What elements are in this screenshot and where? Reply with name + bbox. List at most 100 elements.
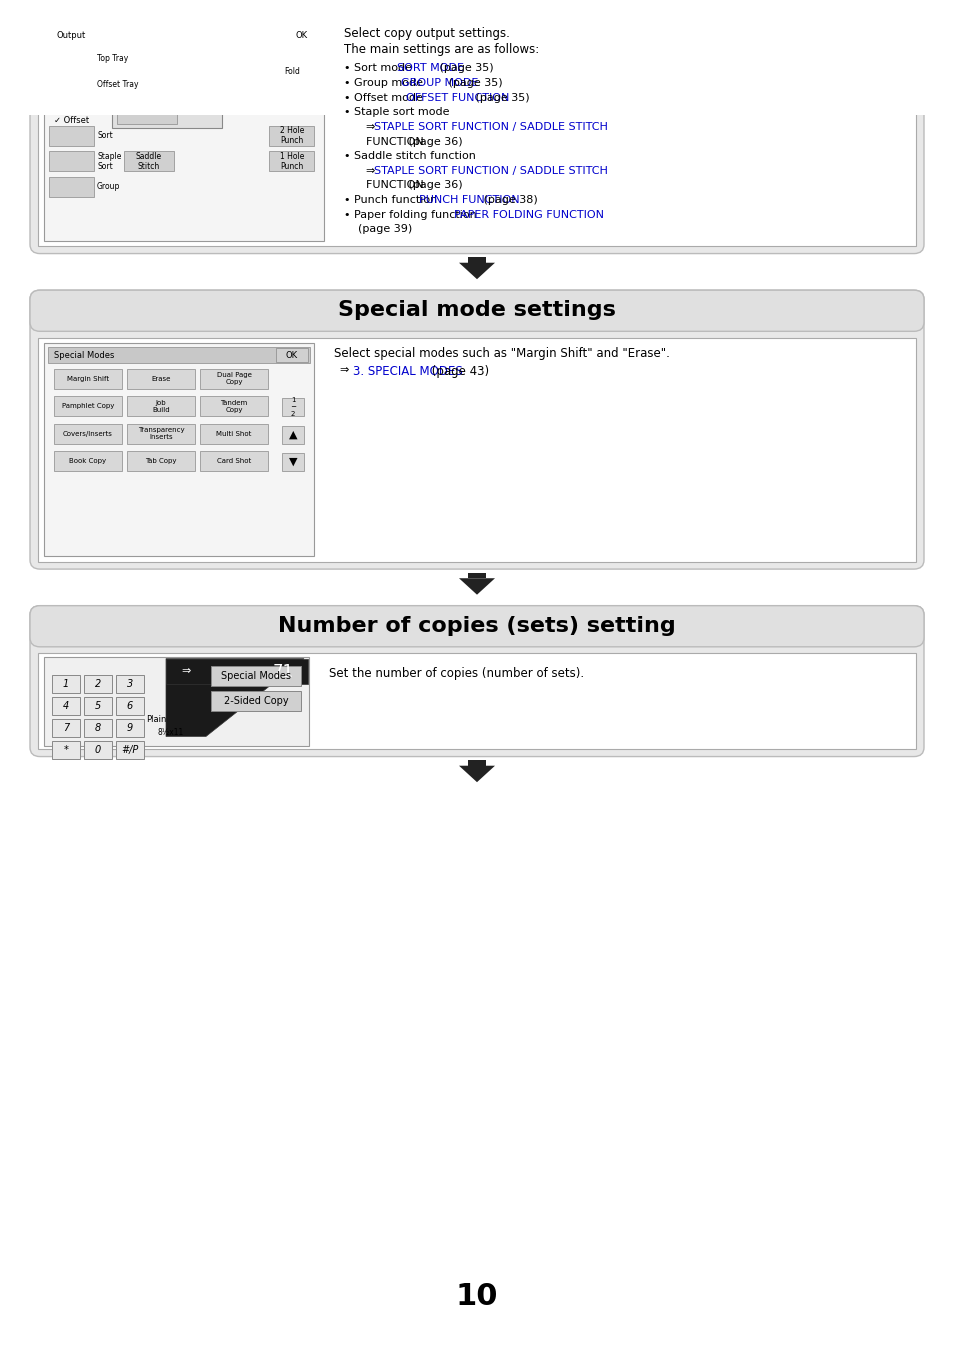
Polygon shape [458,262,495,280]
Bar [49,74,94,95]
Text: Select special modes such as "Margin Shift" and "Erase".: Select special modes such as "Margin Shi… [334,347,669,359]
Text: 3. SPECIAL MODES: 3. SPECIAL MODES [353,365,462,378]
Text: Staple
Sort: Staple Sort [97,151,121,172]
Text: *: * [64,746,69,755]
Text: GROUP MODE: GROUP MODE [401,78,478,88]
Text: PAPER FOLDING FUNCTION: PAPER FOLDING FUNCTION [454,209,603,220]
Bar [49,177,94,197]
Text: 4: 4 [63,701,69,711]
Text: Job
Build: Job Build [152,400,170,413]
Text: ▲: ▲ [289,430,297,439]
Bar [124,151,173,172]
Text: • Punch function: • Punch function [344,195,440,205]
Text: ⇒: ⇒ [338,365,348,376]
Bar [200,451,268,471]
Bar [127,369,194,389]
Text: Pamphlet Copy: Pamphlet Copy [62,404,114,409]
Text: Card Shot: Card Shot [216,458,251,465]
Text: • Paper folding function: • Paper folding function [344,209,479,220]
Text: 1
─
2: 1 ─ 2 [291,397,294,417]
Bar [116,697,144,716]
Text: Group: Group [97,182,120,192]
Text: Plain: Plain [146,716,166,724]
Text: • Saddle stitch function: • Saddle stitch function [344,151,476,161]
Text: Sort: Sort [97,131,112,141]
Text: 6: 6 [127,701,133,711]
Text: 10: 10 [456,1282,497,1310]
Bar [200,369,268,389]
Text: Transparency
Inserts: Transparency Inserts [137,427,184,440]
Text: (page 35): (page 35) [471,93,529,103]
Text: ⇒: ⇒ [352,166,375,176]
Bar [84,740,112,759]
Text: ✓ Offset: ✓ Offset [54,116,89,126]
Text: Number of copies (sets) setting: Number of copies (sets) setting [278,616,675,636]
Text: Special Modes: Special Modes [54,351,114,359]
Bar [48,347,310,363]
Text: 2 Hole
Punch: 2 Hole Punch [279,126,304,146]
Text: Special mode settings: Special mode settings [337,300,616,320]
Text: Erase: Erase [152,376,171,382]
Text: Dual Page
Copy: Dual Page Copy [216,373,252,385]
Text: Book Copy: Book Copy [70,458,107,465]
Bar [211,690,301,711]
Bar [52,676,80,693]
Text: 3: 3 [127,680,133,689]
Text: 2-Sided Copy: 2-Sided Copy [223,696,288,705]
Text: #/P: #/P [121,746,138,755]
Text: Set the number of copies (number of sets).: Set the number of copies (number of sets… [329,667,583,680]
Bar [166,659,308,685]
Text: Margin Shift: Margin Shift [67,376,109,382]
Text: 71: 71 [273,662,294,681]
Text: Special Modes: Special Modes [221,671,291,681]
Text: OK: OK [295,31,308,39]
Bar [127,424,194,443]
Text: (page 36): (page 36) [404,136,462,146]
Text: ⇒: ⇒ [181,666,191,677]
Bar [116,740,144,759]
Text: • Group mode: • Group mode [344,78,426,88]
Text: FUNCTION: FUNCTION [352,181,423,190]
Text: Select copy output settings.: Select copy output settings. [344,27,509,39]
Bar [211,666,301,686]
Text: 2: 2 [94,680,101,689]
Text: 0: 0 [94,746,101,755]
FancyBboxPatch shape [30,0,923,11]
Text: FUNCTION: FUNCTION [352,136,423,146]
Text: Output: Output [56,31,85,39]
Text: The main settings are as follows:: The main settings are as follows: [344,43,538,57]
Bar [54,424,122,443]
Bar [49,126,94,146]
Bar [44,657,309,746]
Bar [54,369,122,389]
Text: PUNCH FUNCTION: PUNCH FUNCTION [418,195,518,205]
Bar [282,399,304,416]
Text: STAPLE SORT FUNCTION / SADDLE STITCH: STAPLE SORT FUNCTION / SADDLE STITCH [374,122,607,132]
Text: Tab Copy: Tab Copy [145,458,176,465]
Bar [52,719,80,738]
Bar [48,27,319,43]
Bar [54,451,122,471]
Polygon shape [458,766,495,782]
Bar [54,396,122,416]
Text: 1 Hole
Punch: 1 Hole Punch [279,151,304,172]
Bar [200,424,268,443]
Bar [127,451,194,471]
Bar [282,426,304,443]
FancyBboxPatch shape [30,0,923,254]
Bar [38,18,915,246]
Text: ⇒: ⇒ [352,122,375,132]
Bar [52,740,80,759]
FancyBboxPatch shape [30,290,923,569]
FancyBboxPatch shape [30,605,923,757]
Bar [468,573,485,578]
Text: • Sort mode: • Sort mode [344,63,416,73]
FancyBboxPatch shape [30,605,923,647]
Bar [180,73,214,109]
Text: Covers/Inserts: Covers/Inserts [63,431,112,436]
Bar [127,396,194,416]
Polygon shape [166,659,304,736]
Bar [468,761,485,766]
Text: SORT MODE: SORT MODE [396,63,463,73]
Bar [84,676,112,693]
